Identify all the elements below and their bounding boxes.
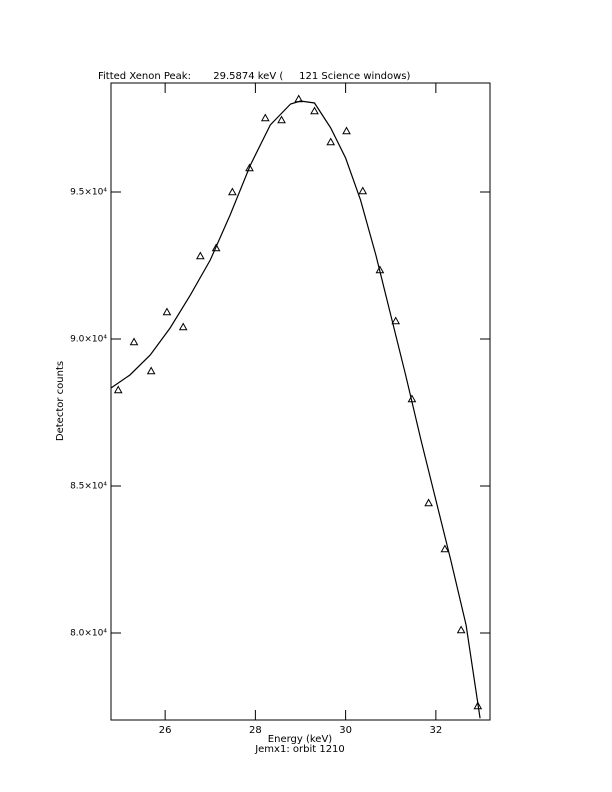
x-tick-label: 32 — [429, 725, 442, 736]
data-point — [473, 701, 483, 710]
x-tick-label: 28 — [249, 725, 262, 736]
data-point — [440, 544, 450, 553]
data-point — [277, 115, 286, 124]
data-point — [195, 251, 205, 260]
data-point — [310, 106, 319, 115]
y-tick-label: 9.5×10⁴ — [70, 187, 107, 197]
data-point — [391, 316, 401, 325]
data-point — [146, 366, 156, 375]
data-point — [228, 187, 237, 196]
data-point — [162, 307, 172, 316]
data-point — [424, 498, 433, 507]
chart-title: Fitted Xenon Peak: 29.5874 keV ( 121 Sci… — [98, 71, 411, 82]
y-tick-label: 8.0×10⁴ — [70, 629, 107, 639]
x-axis-label: Energy (keV) — [268, 734, 333, 745]
y-axis-label: Detector counts — [55, 361, 66, 441]
data-point — [178, 322, 188, 331]
data-point — [113, 385, 123, 394]
data-point — [326, 137, 336, 146]
fit-curve — [110, 100, 481, 719]
data-point — [342, 126, 351, 135]
data-point — [245, 163, 254, 172]
data-point — [211, 243, 221, 252]
y-tick-label: 9.0×10⁴ — [70, 334, 107, 344]
x-tick-label: 30 — [339, 725, 352, 736]
data-point — [129, 337, 139, 346]
data-point — [358, 186, 368, 195]
subtitle: Jemx1: orbit 1210 — [254, 744, 345, 755]
y-tick-label: 8.5×10⁴ — [70, 481, 107, 491]
plot-frame — [110, 82, 491, 721]
x-tick-label: 26 — [159, 725, 172, 736]
data-point — [456, 625, 466, 634]
data-point — [260, 113, 270, 122]
